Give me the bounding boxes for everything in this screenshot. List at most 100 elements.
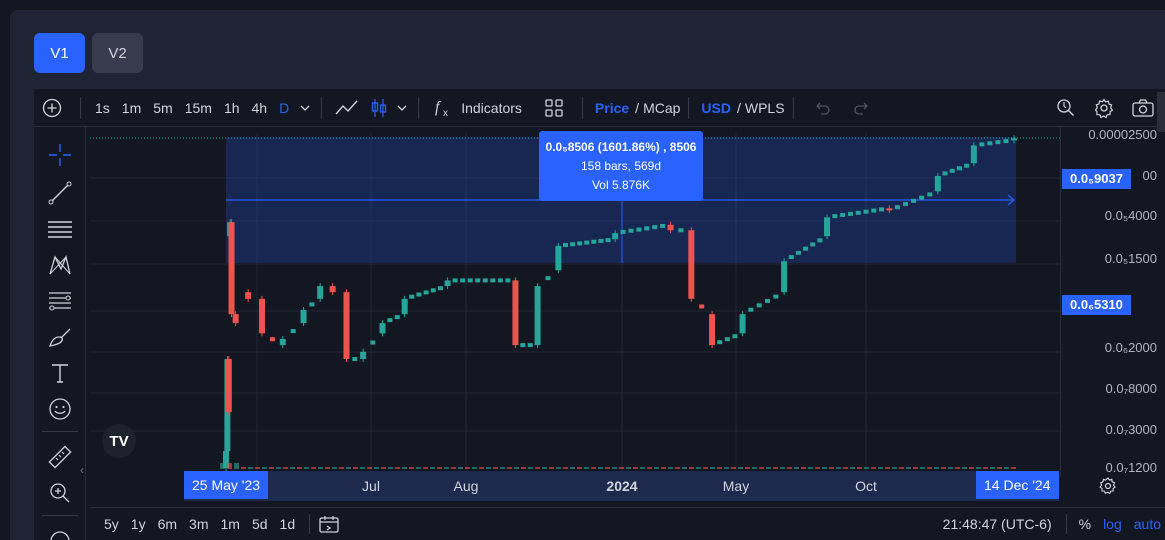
log-toggle[interactable]: log (1103, 516, 1122, 532)
volume-bar (976, 467, 981, 469)
volume-bar (857, 467, 862, 469)
range-1y[interactable]: 1y (130, 516, 146, 532)
volume-bar (374, 467, 379, 469)
volume-bar (486, 467, 491, 469)
volume-bar (794, 467, 799, 469)
price-tick: 0.00002500 (1088, 127, 1157, 142)
candle (223, 450, 229, 468)
volume-bar (633, 467, 638, 469)
measure-volume-text: Vol 5.876K (591, 178, 651, 192)
candle (370, 340, 376, 345)
volume-bar (311, 467, 316, 469)
candle (709, 314, 716, 346)
candle (452, 278, 458, 283)
auto-toggle[interactable]: auto (1133, 516, 1161, 532)
undo-icon[interactable] (812, 98, 832, 118)
candle (228, 222, 235, 315)
add-symbol-button[interactable] (34, 89, 72, 127)
brush-tool[interactable] (46, 323, 74, 351)
price-toggle[interactable]: Price (594, 99, 630, 116)
mcap-toggle[interactable]: MCap (643, 99, 681, 116)
volume-bar (640, 467, 645, 469)
horizontal-lines-tool[interactable] (46, 215, 74, 243)
range-1d[interactable]: 1d (279, 516, 296, 532)
volume-bar (899, 467, 904, 469)
candle (309, 302, 315, 307)
svg-text:f: f (435, 99, 442, 116)
candle (598, 238, 604, 243)
tradingview-logo[interactable]: TV (102, 424, 136, 458)
time-axis[interactable]: 25 May '23 Jul Aug 2024 May Oct 14 Dec '… (90, 471, 1060, 501)
text-icon (52, 364, 68, 383)
measure-change-text: 0.0₅8506 (1601.86%) , 8506 (545, 140, 697, 154)
zoom-tool[interactable] (46, 479, 74, 507)
bottom-toolbar: 5y 1y 6m 3m 1m 5d 1d 21:48:47 (UTC-6) % … (90, 507, 1165, 540)
timeframe-4h[interactable]: 4h (251, 99, 268, 116)
trend-line-tool[interactable] (46, 179, 74, 207)
timeframe-1m[interactable]: 1m (121, 99, 142, 116)
range-5d[interactable]: 5d (251, 516, 268, 532)
candle (995, 140, 1001, 145)
volume-bar (661, 467, 666, 469)
candle (605, 238, 611, 243)
emoji-tool[interactable] (46, 395, 74, 423)
price-axis[interactable]: 0.00002500 00 0.0₅9037 0.0₅4000 0.0₅1500… (1060, 127, 1165, 477)
quick-search-icon[interactable] (1055, 97, 1077, 119)
wpls-toggle[interactable]: WPLS (744, 99, 785, 116)
time-label-jul: Jul (362, 478, 380, 494)
candle (756, 303, 762, 308)
timeframe-15m[interactable]: 15m (184, 99, 212, 116)
range-6m[interactable]: 6m (157, 516, 178, 532)
usd-toggle[interactable]: USD (701, 99, 731, 116)
collapse-toolbar-handle[interactable]: ‹ (80, 463, 84, 477)
range-1m[interactable]: 1m (220, 516, 240, 532)
candle (512, 280, 519, 346)
fib-tool[interactable] (46, 287, 74, 315)
volume-bar (276, 467, 281, 469)
volume-bar (493, 467, 498, 469)
volume-bar (822, 467, 827, 469)
tab-v2[interactable]: V2 (92, 33, 143, 73)
timeframe-5m[interactable]: 5m (153, 99, 173, 116)
candle (764, 298, 770, 303)
price-tick: 0.0₅4000 (1104, 208, 1157, 223)
timeframe-1s[interactable]: 1s (95, 99, 110, 116)
tab-v1[interactable]: V1 (34, 33, 85, 73)
candle (279, 338, 286, 346)
scrollbar[interactable] (1157, 92, 1165, 132)
price-tick-partial: 00 (1142, 168, 1157, 183)
range-5y[interactable]: 5y (104, 516, 119, 532)
date-range-icon[interactable] (318, 514, 340, 534)
volume-bar (318, 467, 323, 469)
volume-bar (878, 467, 883, 469)
price-tick: 0.0₆2000 (1104, 340, 1157, 355)
text-tool[interactable] (46, 359, 74, 387)
camera-icon[interactable] (1131, 97, 1155, 119)
toolbar-divider (321, 96, 323, 119)
grid-layout-icon[interactable] (544, 98, 564, 118)
pattern-tool[interactable] (46, 251, 74, 279)
magnet-tool[interactable] (46, 527, 74, 540)
gear-icon[interactable] (1093, 97, 1115, 119)
clock-readout[interactable]: 21:48:47 (UTC-6) (942, 516, 1052, 532)
chevron-down-icon[interactable] (394, 100, 410, 116)
range-3m[interactable]: 3m (189, 516, 209, 532)
chevron-down-icon[interactable] (297, 100, 313, 116)
crosshair-tool[interactable] (46, 141, 74, 169)
volume-bar (689, 467, 694, 469)
chart-settings-icon[interactable] (1098, 476, 1118, 496)
volume-bar (248, 467, 253, 469)
candle (409, 294, 415, 299)
timeframe-1h[interactable]: 1h (223, 99, 240, 116)
candle (1003, 139, 1009, 144)
candles-icon[interactable] (368, 97, 390, 119)
timeframe-d[interactable]: D (279, 99, 290, 116)
line-chart-icon[interactable] (334, 98, 360, 118)
start-date-tag: 25 May '23 (184, 471, 269, 499)
ruler-tool[interactable] (46, 443, 74, 471)
volume-bar (584, 467, 589, 469)
percent-toggle[interactable]: % (1078, 516, 1092, 532)
volume-bar (682, 467, 687, 469)
redo-icon[interactable] (852, 98, 872, 118)
